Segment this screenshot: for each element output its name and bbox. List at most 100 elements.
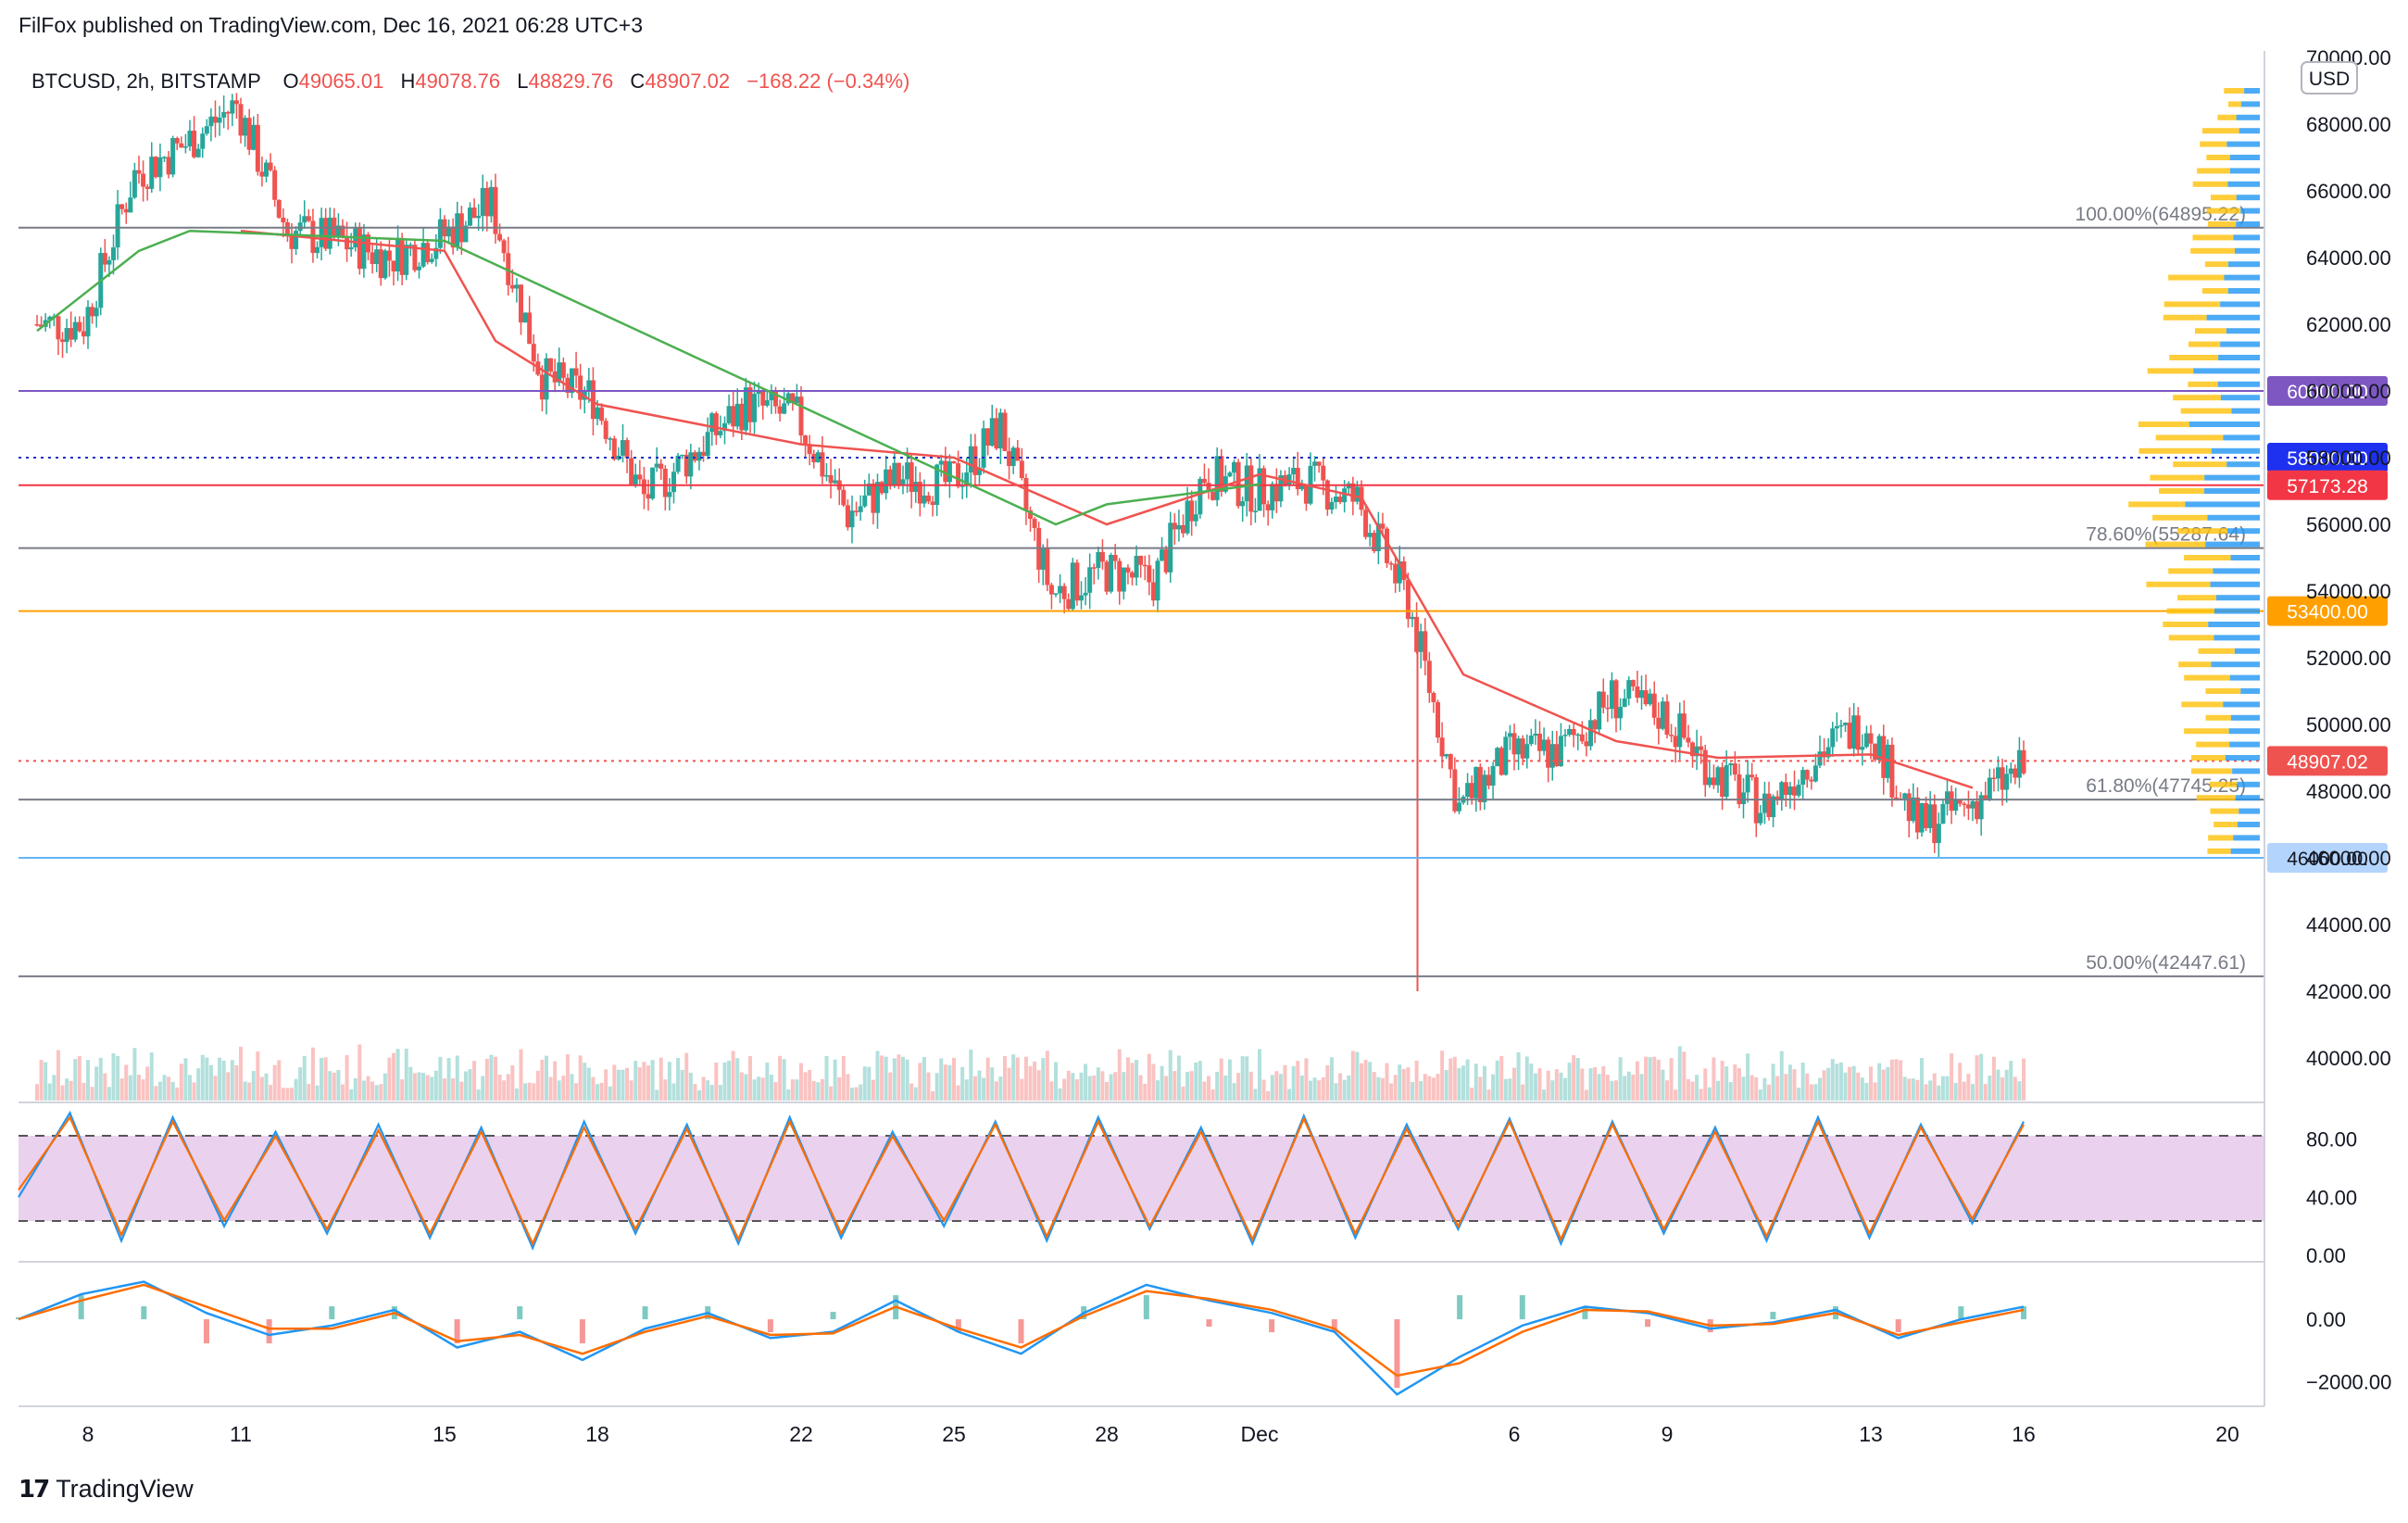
candle-body	[1270, 484, 1275, 510]
volume-bar	[124, 1064, 129, 1101]
volume-bar	[824, 1055, 829, 1101]
volume-bar	[1419, 1080, 1423, 1101]
candle-body	[64, 328, 69, 343]
candle-body	[323, 218, 329, 249]
candle-body	[956, 463, 961, 487]
candle-body	[997, 412, 1003, 449]
candle-body	[1809, 779, 1814, 782]
volume-bar	[913, 1087, 918, 1101]
candle-body	[756, 391, 761, 395]
price-axis[interactable]: 70000.0068000.0066000.0064000.0062000.00…	[2306, 46, 2391, 1070]
candle-body	[276, 199, 282, 218]
volume-bar	[1058, 1088, 1062, 1101]
profile-bar-down	[2196, 795, 2236, 801]
volume-bar	[931, 1091, 935, 1101]
candle-body	[608, 438, 613, 440]
currency-button[interactable]: USD	[2301, 61, 2358, 94]
stochastic-axis[interactable]: 80.00 40.00 0.00	[2306, 1128, 2357, 1267]
price-tick-label: 40000.00	[2306, 1047, 2391, 1070]
time-axis[interactable]: 8 11 15 18 22 25 28 Dec 6 9 13 16 20	[82, 1422, 2239, 1446]
volume-bar	[1822, 1070, 1826, 1101]
profile-bar-down	[2206, 208, 2241, 214]
volume-bar	[1750, 1075, 1754, 1101]
candle-body	[1223, 476, 1228, 492]
volume-bar	[846, 1074, 850, 1101]
candle-body	[259, 171, 265, 177]
volume-bar	[875, 1051, 880, 1101]
price-tag[interactable]	[2267, 596, 2388, 626]
macd-axis[interactable]: 0.00 −2000.00	[2306, 1308, 2391, 1394]
candle-body	[1507, 733, 1512, 737]
volume-bar	[1087, 1076, 1092, 1101]
profile-bar-up	[2230, 848, 2260, 854]
candle-body	[238, 104, 244, 136]
candle-body	[1363, 510, 1369, 537]
volume-bar	[425, 1075, 430, 1101]
volume-bar	[111, 1053, 116, 1101]
candle-body	[268, 162, 273, 170]
volume-bar	[1207, 1076, 1210, 1101]
candle-body	[56, 316, 61, 340]
volume-bar	[570, 1074, 574, 1101]
candle-body	[964, 472, 970, 486]
volume-bar	[871, 1079, 875, 1101]
volume-bar	[1588, 1068, 1593, 1101]
volume-bar	[990, 1067, 995, 1101]
candle-body	[994, 418, 999, 449]
candle-body	[2008, 768, 2013, 774]
volume-bar	[1567, 1063, 1572, 1101]
profile-bar-down	[2145, 541, 2206, 548]
price-tag[interactable]	[2267, 843, 2388, 873]
volume-bar	[336, 1069, 341, 1101]
candle-body	[128, 197, 133, 213]
candle-body	[1138, 556, 1144, 565]
profile-bar-down	[2177, 595, 2216, 601]
volume-bar	[1682, 1051, 1687, 1101]
price-pane[interactable]	[19, 51, 2264, 1102]
volume-bar	[1610, 1080, 1614, 1101]
candle-body	[493, 186, 498, 234]
volume-bar	[395, 1049, 400, 1101]
volume-bar	[1894, 1059, 1899, 1101]
profile-bar-down	[2168, 568, 2214, 574]
candle-body	[357, 228, 362, 270]
price-tag[interactable]	[2267, 470, 2388, 500]
signal-line	[18, 1283, 2025, 1378]
volume-bar	[1537, 1068, 1542, 1101]
candle-body	[637, 474, 643, 480]
tradingview-brand[interactable]: 𝟭𝟳 TradingView	[19, 1475, 194, 1504]
volume-bar	[1431, 1077, 1436, 1101]
volume-bar	[221, 1060, 226, 1101]
volume-bar	[1542, 1089, 1547, 1101]
price-tag[interactable]	[2267, 746, 2388, 776]
volume-bar	[803, 1072, 808, 1101]
candle-body	[1855, 715, 1861, 750]
candle-body	[807, 444, 812, 454]
macd-histogram-bar	[830, 1312, 836, 1320]
time-tick-label: 6	[1509, 1422, 1521, 1446]
profile-bar-down	[2209, 781, 2238, 787]
macd-histogram-bar	[1519, 1295, 1525, 1320]
macd-histogram-bar	[1394, 1319, 1400, 1389]
candle-body	[1936, 824, 1941, 844]
time-tick-label: 8	[82, 1422, 94, 1446]
volume-bar	[188, 1075, 192, 1101]
macd-histogram-bar	[1206, 1319, 1212, 1328]
profile-bar-down	[2196, 741, 2230, 748]
candle-body	[319, 218, 324, 247]
volume-bar	[1215, 1071, 1220, 1101]
volume-bar	[1210, 1089, 1215, 1101]
candle-body	[1648, 693, 1653, 705]
price-tag[interactable]	[2267, 443, 2388, 472]
volume-bar	[1635, 1061, 1639, 1101]
currency-label: USD	[2309, 69, 2350, 90]
candle-body	[1775, 796, 1780, 800]
volume-bar	[1809, 1084, 1813, 1101]
candle-body	[1189, 500, 1195, 522]
volume-bar	[1342, 1079, 1347, 1101]
candle-body	[1423, 631, 1428, 661]
candle-body	[845, 505, 850, 528]
candle-body	[1511, 733, 1517, 755]
price-tag[interactable]	[2267, 376, 2388, 406]
